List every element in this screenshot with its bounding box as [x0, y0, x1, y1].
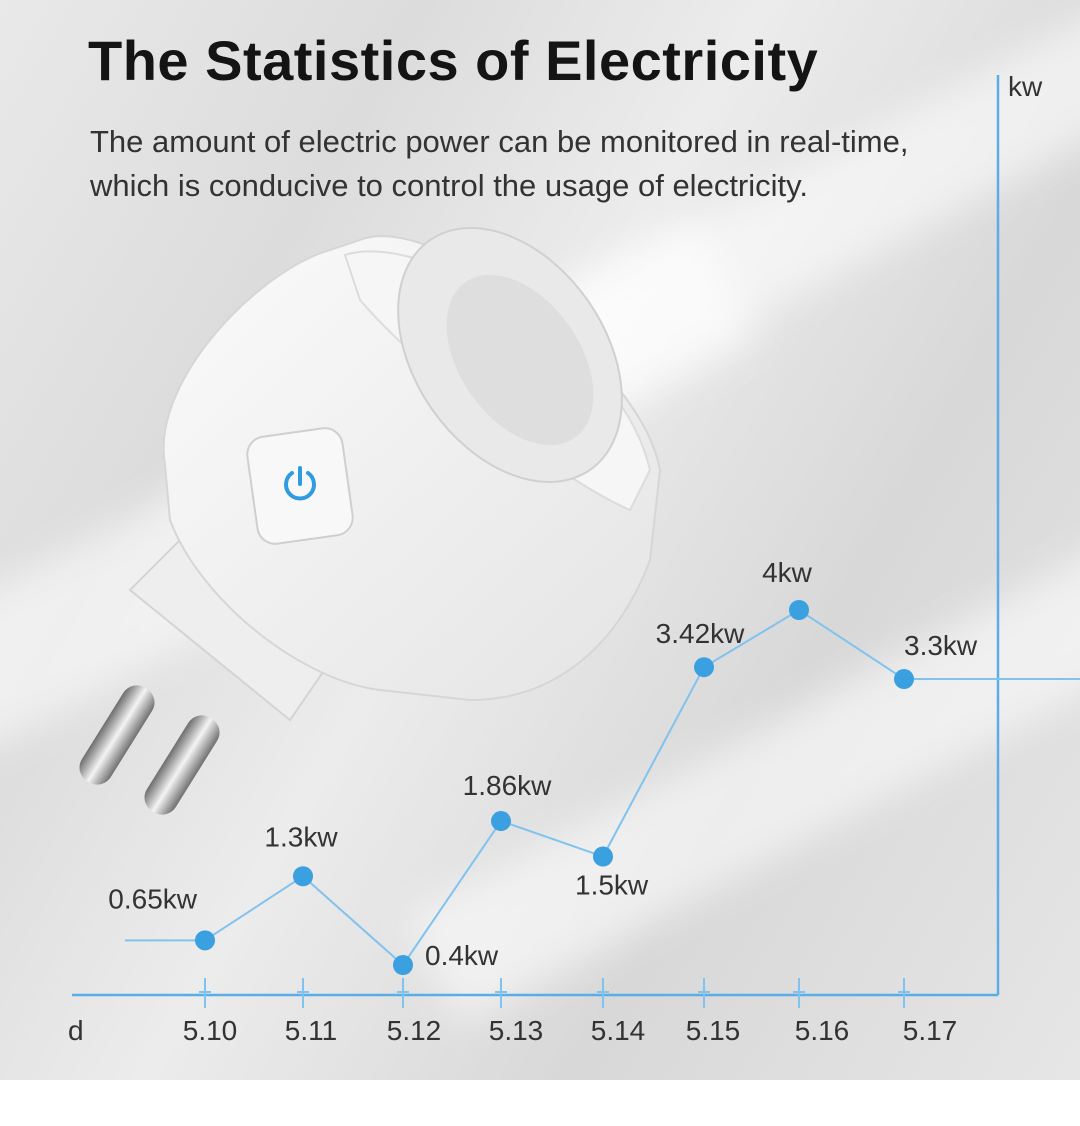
data-point	[789, 600, 809, 620]
data-point	[491, 811, 511, 832]
data-point	[293, 866, 313, 887]
x-axis-title: d	[68, 1015, 84, 1046]
power-icon	[278, 462, 322, 506]
x-tick-label: 5.14	[591, 1015, 646, 1046]
series-line	[204, 608, 905, 967]
data-label: 3.42kw	[656, 618, 745, 649]
x-tick-label: 5.13	[489, 1015, 544, 1046]
data-label: 0.4kw	[425, 940, 499, 971]
data-point	[694, 657, 714, 678]
data-label: 1.5kw	[575, 870, 649, 901]
data-point	[195, 930, 215, 951]
page-title: The Statistics of Electricity	[88, 29, 819, 92]
data-point	[593, 846, 613, 867]
data-label: 0.65kw	[108, 883, 197, 914]
data-point	[393, 955, 413, 975]
x-tick-label: 5.10	[183, 1015, 238, 1046]
x-tick-label: 5.11	[285, 1015, 337, 1046]
data-label: 1.3kw	[264, 821, 338, 852]
data-label: 3.3kw	[904, 630, 978, 661]
smart-plug-image	[79, 227, 662, 815]
page-subtitle: The amount of electric power can be moni…	[90, 124, 909, 203]
data-label: 1.86kw	[463, 770, 552, 801]
x-tick-label: 5.12	[387, 1015, 442, 1046]
x-tick-label: 5.16	[795, 1015, 850, 1046]
y-axis-title: kw	[1008, 71, 1043, 102]
data-label: 4kw	[762, 557, 813, 588]
data-point	[894, 669, 914, 690]
x-tick-label: 5.15	[686, 1015, 741, 1046]
power-line-chart: d kw 5.10 5.11 5.12 5.13 5.14 5.15 5.16 5.17 0.…	[68, 71, 1080, 1046]
x-tick-label: 5.17	[903, 1015, 958, 1046]
